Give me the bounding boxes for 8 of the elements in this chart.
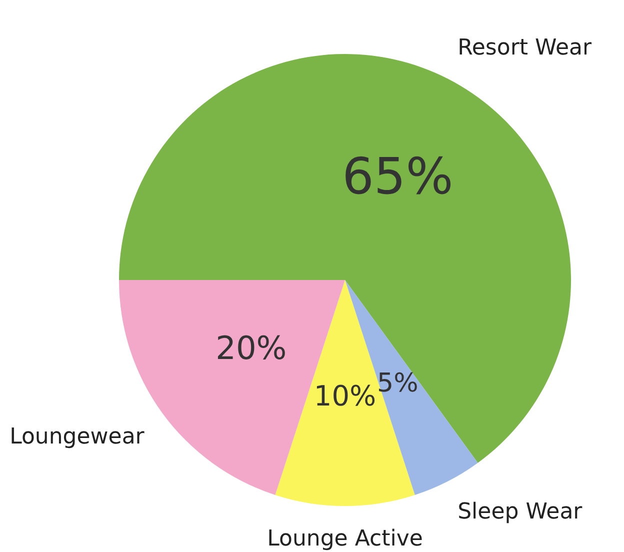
data-label: 10% (314, 380, 376, 412)
slice-label: Sleep Wear (458, 499, 584, 524)
slice-label: Lounge Active (267, 526, 423, 552)
slice-label: Loungewear (10, 424, 146, 450)
data-label: 5% (377, 368, 418, 398)
data-label: 20% (216, 329, 287, 368)
data-label: 65% (342, 148, 454, 206)
slice-label: Resort Wear (458, 36, 592, 61)
